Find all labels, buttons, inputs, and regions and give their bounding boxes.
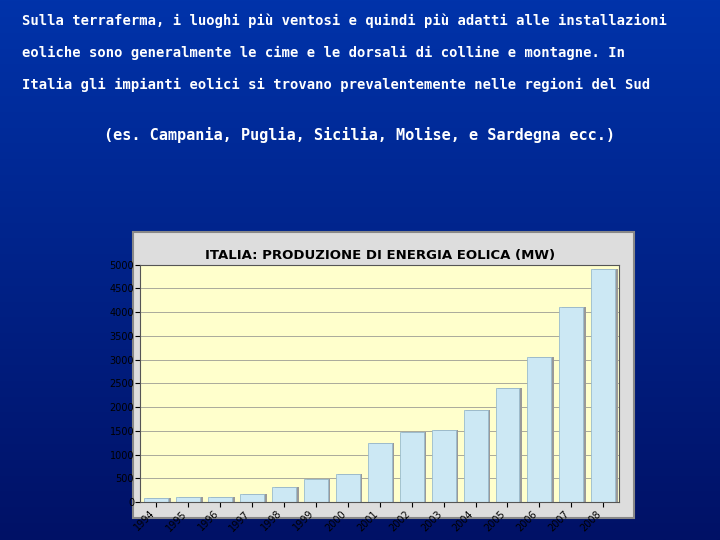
Bar: [179, 497, 203, 502]
Bar: [370, 443, 395, 502]
Text: Sulla terraferma, i luoghi più ventosi e quindi più adatti alle installazioni: Sulla terraferma, i luoghi più ventosi e…: [22, 14, 667, 28]
Bar: [559, 307, 583, 502]
Bar: [240, 494, 264, 502]
Bar: [434, 430, 458, 502]
Bar: [432, 430, 456, 502]
Bar: [307, 480, 330, 502]
Bar: [208, 497, 232, 502]
Bar: [594, 269, 618, 502]
Bar: [402, 433, 426, 502]
Bar: [591, 269, 615, 502]
Bar: [133, 232, 634, 518]
Bar: [304, 480, 328, 502]
Bar: [176, 497, 200, 502]
Bar: [498, 388, 522, 502]
Text: eoliche sono generalmente le cime e le dorsali di colline e montagne. In: eoliche sono generalmente le cime e le d…: [22, 46, 625, 60]
Bar: [368, 443, 392, 502]
Bar: [495, 388, 519, 502]
Bar: [400, 433, 423, 502]
Title: ITALIA: PRODUZIONE DI ENERGIA EOLICA (MW): ITALIA: PRODUZIONE DI ENERGIA EOLICA (MW…: [204, 249, 555, 262]
Bar: [147, 498, 171, 502]
Bar: [272, 487, 296, 502]
Bar: [336, 474, 360, 502]
Bar: [145, 498, 168, 502]
Bar: [243, 494, 266, 502]
Bar: [274, 487, 299, 502]
Bar: [338, 474, 362, 502]
Bar: [530, 357, 554, 502]
Text: (es. Campania, Puglia, Sicilia, Molise, e Sardegna ecc.): (es. Campania, Puglia, Sicilia, Molise, …: [104, 127, 616, 143]
Bar: [562, 307, 586, 502]
Bar: [211, 497, 235, 502]
Text: Italia gli impianti eolici si trovano prevalentemente nelle regioni del Sud: Italia gli impianti eolici si trovano pr…: [22, 78, 649, 92]
Bar: [528, 357, 552, 502]
Bar: [464, 409, 487, 502]
Bar: [466, 409, 490, 502]
